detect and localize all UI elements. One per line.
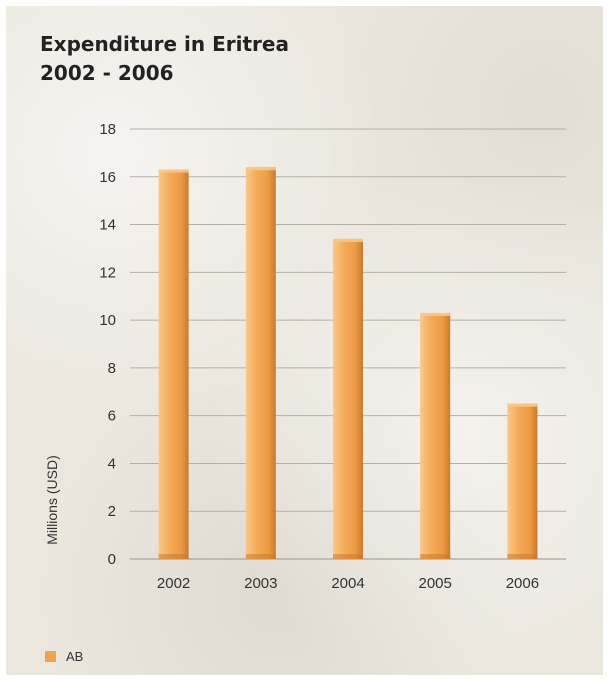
y-tick-labels: 0 2 4 6 8 10 12 14 16 18 xyxy=(99,121,116,568)
x-tick-labels: 2002 2003 2004 2005 2006 xyxy=(157,575,539,592)
bar-base xyxy=(245,554,276,559)
bar-top xyxy=(158,169,189,173)
legend-label: AB xyxy=(66,649,83,664)
chart-subtitle: 2002 - 2006 xyxy=(40,61,174,85)
y-tick-label: 0 xyxy=(108,551,116,568)
bar xyxy=(333,238,363,559)
bar-top xyxy=(333,238,363,242)
chart-title-line: Expenditure in Eritrea xyxy=(40,32,289,56)
bars xyxy=(158,167,538,559)
chart-background xyxy=(6,6,603,675)
bar xyxy=(420,312,451,559)
bar xyxy=(507,403,538,559)
legend: AB xyxy=(45,649,83,664)
y-tick-label: 16 xyxy=(99,169,116,186)
bar-base xyxy=(420,554,451,559)
y-tick-label: 2 xyxy=(108,503,116,520)
y-tick-label: 10 xyxy=(99,312,116,329)
y-tick-label: 12 xyxy=(99,264,116,281)
y-tick-label: 4 xyxy=(108,455,116,472)
x-tick-label: 2006 xyxy=(506,575,539,592)
bar-base xyxy=(158,554,189,559)
x-tick-label: 2004 xyxy=(331,575,364,592)
y-tick-label: 18 xyxy=(99,121,116,138)
bar-base xyxy=(333,554,363,559)
chart-title: Expenditure in Eritrea 2002 - 2006 xyxy=(40,30,289,88)
y-axis-label: Millions (USD) xyxy=(44,455,60,544)
x-tick-label: 2005 xyxy=(419,575,452,592)
x-tick-label: 2002 xyxy=(157,575,190,592)
bar xyxy=(158,169,189,559)
y-tick-label: 6 xyxy=(108,408,116,425)
bar-top xyxy=(420,312,451,316)
y-tick-label: 14 xyxy=(99,217,116,234)
legend-swatch xyxy=(45,651,56,662)
y-tick-label: 8 xyxy=(108,360,116,377)
bar-base xyxy=(507,554,538,559)
x-tick-label: 2003 xyxy=(244,575,277,592)
bar xyxy=(245,167,276,559)
bar-top xyxy=(507,403,538,407)
bar-top xyxy=(245,167,276,171)
